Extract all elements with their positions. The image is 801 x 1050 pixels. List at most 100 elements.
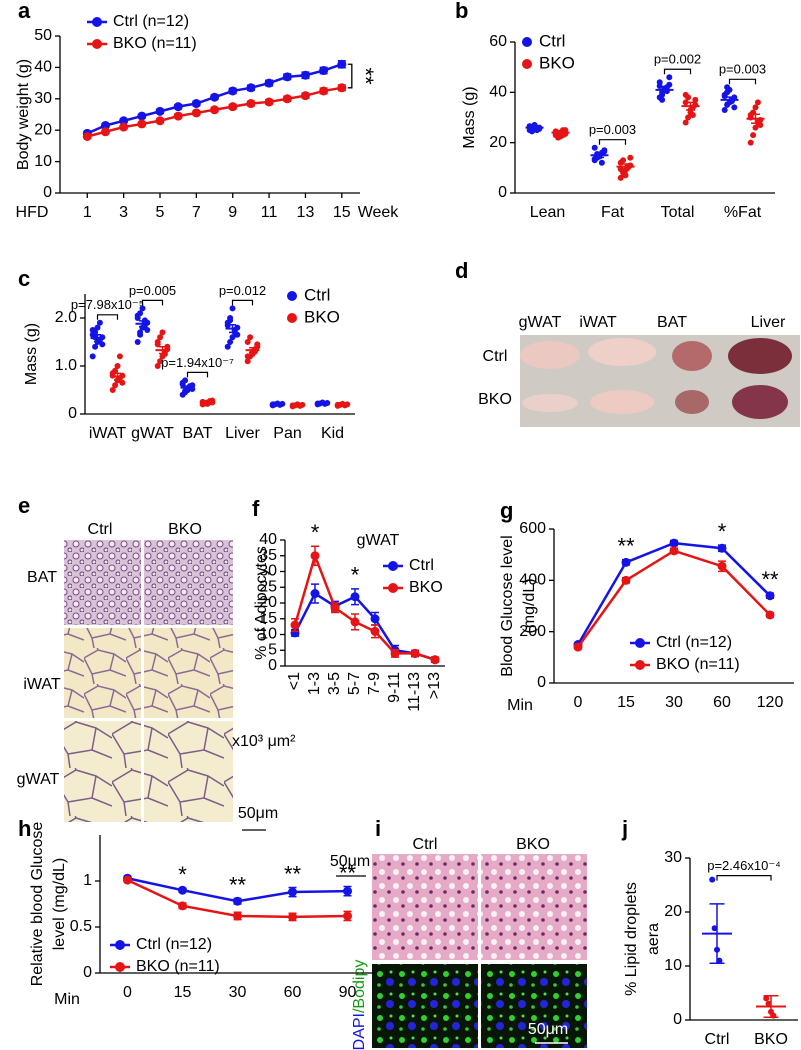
data-point	[598, 159, 605, 166]
data-point	[114, 363, 121, 369]
panel-letter: j	[621, 816, 628, 841]
data-point	[227, 339, 234, 345]
data-point	[337, 83, 347, 93]
data-point	[692, 96, 699, 103]
y-tick-label: 0	[68, 405, 77, 422]
legend-label: BKO (n=11)	[113, 35, 197, 52]
y-tick-label: 30	[259, 563, 277, 580]
y-tick-label: 0	[537, 674, 546, 691]
data-point	[137, 111, 147, 121]
data-point	[319, 66, 329, 76]
column-label: BKO	[516, 836, 550, 853]
significance: **	[339, 860, 357, 885]
legend-marker	[388, 561, 398, 571]
y-tick-label: 40	[259, 531, 277, 548]
significance-bracket	[716, 875, 772, 881]
y-tick-label: 0	[673, 1011, 682, 1028]
column-label: Ctrl	[88, 521, 113, 538]
data-point	[100, 127, 110, 137]
significance: **	[617, 534, 635, 559]
y-tick-label: 25	[259, 578, 277, 595]
data-point	[310, 589, 320, 599]
tissue	[728, 338, 792, 374]
x-tick-label: iWAT	[89, 425, 127, 442]
x-tick-label: <1	[286, 672, 303, 690]
y-tick-label: 2.0	[55, 309, 77, 326]
significance: **	[284, 861, 302, 886]
y-tick-label: 0	[43, 184, 52, 201]
data-point	[750, 132, 757, 139]
x-tick-label: 9	[228, 204, 237, 221]
series-line	[576, 541, 771, 646]
data-point	[210, 92, 220, 102]
data-point	[134, 312, 141, 319]
y-tick-label: 20	[489, 134, 507, 151]
data-point	[717, 561, 727, 571]
x-tick-label: %Fat	[724, 204, 762, 221]
y-tick-label: 0.5	[70, 918, 92, 935]
significance-bracket	[186, 371, 209, 378]
histology	[64, 540, 141, 625]
row-label: Ctrl	[483, 348, 508, 365]
x-tick-label: 3	[119, 204, 128, 221]
data-point	[244, 339, 251, 345]
panel-letter: d	[455, 258, 468, 283]
data-point	[247, 334, 254, 341]
y-tick-label: 200	[519, 623, 546, 640]
y-tick-label: 35	[259, 547, 277, 564]
y-axis-label: aera	[645, 923, 662, 955]
data-point	[709, 876, 716, 883]
data-point	[717, 543, 727, 553]
data-point	[627, 154, 634, 161]
data-point	[621, 557, 631, 567]
panel-letter: a	[18, 0, 31, 23]
data-point	[620, 157, 627, 164]
data-point	[290, 620, 300, 630]
data-point	[264, 78, 274, 88]
data-point	[94, 324, 101, 331]
x-tick-label: 0	[574, 694, 583, 711]
y-tick-label: 60	[489, 33, 507, 50]
x-tick-label: 5-7	[346, 672, 363, 695]
y-axis-label: Mass (g)	[461, 86, 478, 148]
y-tick-label: 20	[664, 903, 682, 920]
data-point	[591, 144, 598, 151]
data-point	[89, 327, 96, 333]
data-point	[430, 655, 440, 665]
x-tick-label: 13	[297, 204, 315, 221]
data-point	[191, 99, 201, 109]
significance-bracket	[231, 299, 254, 306]
data-point	[617, 166, 624, 173]
data-point	[689, 111, 696, 118]
row-label: iWAT	[23, 676, 61, 693]
panel-d: d gWAT iWAT BAT Liver Ctrl BKO	[455, 258, 800, 427]
data-point	[155, 106, 165, 116]
data-point	[685, 114, 692, 121]
data-point	[155, 116, 165, 126]
legend-label: Ctrl	[539, 31, 565, 50]
x-tick-label: 0	[123, 984, 132, 1001]
significance-bracket	[728, 78, 757, 85]
data-point	[721, 93, 728, 100]
data-point	[96, 319, 103, 326]
data-point	[724, 84, 731, 91]
x-tick-label: Lean	[530, 204, 566, 221]
row-label: gWAT	[17, 771, 60, 788]
panel-letter: i	[375, 816, 381, 841]
series-line	[576, 549, 771, 648]
significance-bracket	[663, 68, 692, 75]
legend-label: BKO	[409, 579, 443, 596]
x-axis-label: Min	[54, 991, 80, 1008]
histology	[144, 540, 233, 625]
data-point	[666, 81, 673, 88]
panel-letter: g	[500, 498, 513, 523]
panel-letter: c	[18, 266, 30, 291]
data-point	[763, 995, 770, 1002]
x-tick-label: >13	[426, 672, 443, 699]
legend-marker	[522, 59, 532, 69]
x-tick-label: Pan	[273, 425, 301, 442]
data-point	[622, 172, 629, 179]
data-point	[330, 603, 340, 613]
legend-marker	[287, 291, 297, 301]
data-point	[119, 116, 129, 126]
